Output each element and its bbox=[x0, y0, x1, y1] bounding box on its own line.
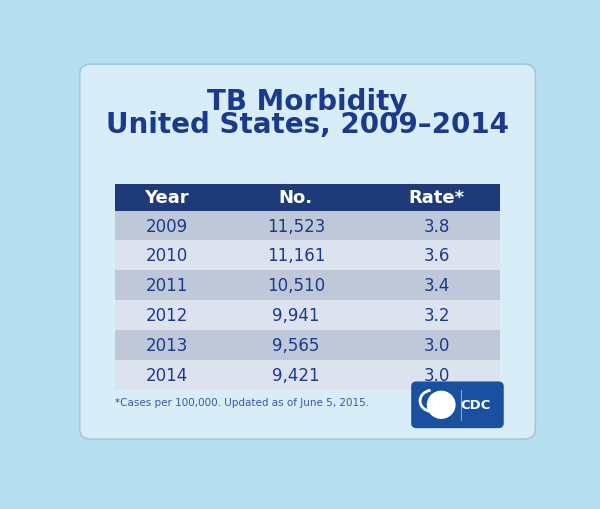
Text: 2013: 2013 bbox=[145, 336, 188, 354]
FancyBboxPatch shape bbox=[115, 241, 500, 271]
Text: Year: Year bbox=[145, 189, 189, 207]
FancyBboxPatch shape bbox=[115, 271, 500, 300]
Text: 3.4: 3.4 bbox=[424, 277, 450, 295]
Text: 9,565: 9,565 bbox=[272, 336, 320, 354]
FancyBboxPatch shape bbox=[115, 360, 500, 390]
Text: No.: No. bbox=[279, 189, 313, 207]
Text: CDC: CDC bbox=[460, 399, 491, 411]
Text: United States, 2009–2014: United States, 2009–2014 bbox=[106, 110, 509, 138]
Text: 3.2: 3.2 bbox=[424, 306, 450, 324]
FancyBboxPatch shape bbox=[115, 300, 500, 330]
FancyBboxPatch shape bbox=[411, 382, 504, 428]
Text: 2011: 2011 bbox=[145, 277, 188, 295]
Text: 3.0: 3.0 bbox=[424, 366, 450, 384]
Text: 3.8: 3.8 bbox=[424, 217, 450, 235]
Text: 3.0: 3.0 bbox=[424, 336, 450, 354]
Text: TB Morbidity: TB Morbidity bbox=[207, 88, 408, 116]
Text: 9,941: 9,941 bbox=[272, 306, 320, 324]
Text: 11,523: 11,523 bbox=[267, 217, 325, 235]
Ellipse shape bbox=[427, 391, 455, 419]
FancyBboxPatch shape bbox=[115, 211, 500, 241]
Text: 9,421: 9,421 bbox=[272, 366, 320, 384]
Text: 2010: 2010 bbox=[146, 247, 188, 265]
Text: 3.6: 3.6 bbox=[424, 247, 450, 265]
FancyBboxPatch shape bbox=[80, 65, 535, 439]
FancyBboxPatch shape bbox=[115, 185, 500, 211]
Text: 10,510: 10,510 bbox=[267, 277, 325, 295]
Text: 2014: 2014 bbox=[146, 366, 188, 384]
Text: 11,161: 11,161 bbox=[267, 247, 325, 265]
Text: 2012: 2012 bbox=[145, 306, 188, 324]
Text: *Cases per 100,000. Updated as of June 5, 2015.: *Cases per 100,000. Updated as of June 5… bbox=[115, 397, 368, 407]
Text: Rate*: Rate* bbox=[409, 189, 465, 207]
FancyBboxPatch shape bbox=[115, 330, 500, 360]
Text: 2009: 2009 bbox=[146, 217, 188, 235]
